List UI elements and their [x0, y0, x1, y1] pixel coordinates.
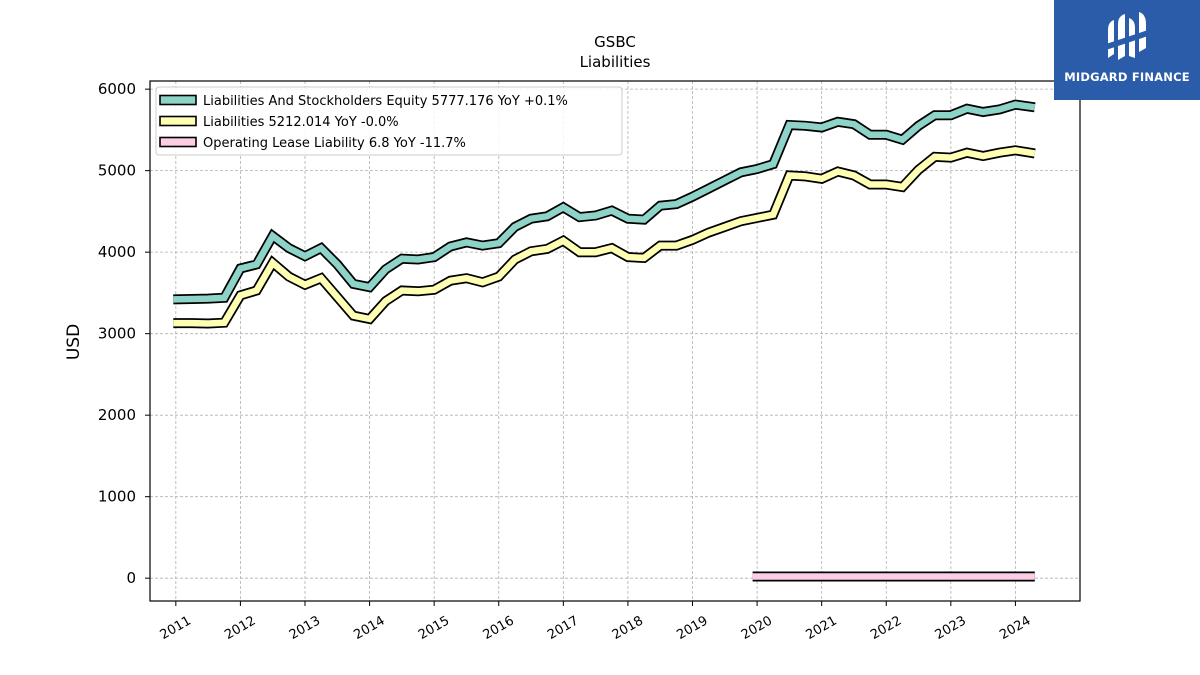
y-tick-label: 5000 [98, 162, 136, 180]
x-tick-label: 2023 [933, 613, 969, 643]
legend-entry: Operating Lease Liability 6.8 YoY -11.7% [203, 136, 466, 151]
y-tick-label: 2000 [98, 406, 136, 424]
series-line-outline [173, 145, 1036, 329]
legend-swatch [159, 136, 197, 148]
x-tick-label: 2022 [868, 613, 904, 643]
legend: Liabilities And Stockholders Equity 5777… [155, 86, 623, 156]
x-tick-label: 2020 [739, 613, 775, 643]
legend-swatch [159, 115, 197, 127]
series-line [173, 147, 1036, 327]
legend-entry: Liabilities 5212.014 YoY -0.0% [203, 115, 399, 130]
brand-logo: MIDGARD FINANCE [1054, 0, 1200, 100]
brand-name: MIDGARD FINANCE [1064, 70, 1190, 84]
chart-title: GSBC [594, 33, 636, 51]
x-tick-label: 2017 [545, 613, 581, 643]
chart-subtitle: Liabilities [580, 53, 651, 71]
x-tick-label: 2012 [222, 613, 258, 643]
y-tick-label: 1000 [98, 488, 136, 506]
x-tick-label: 2019 [674, 613, 710, 643]
y-tick-label: 0 [126, 569, 136, 587]
x-tick-label: 2021 [804, 613, 840, 643]
x-tick-label: 2015 [416, 613, 452, 643]
y-tick-label: 3000 [98, 325, 136, 343]
plot-frame [149, 80, 1081, 602]
brand-mark-icon [1106, 12, 1148, 60]
series-layer [173, 99, 1036, 582]
x-tick-label: 2018 [610, 613, 646, 643]
y-ticks: 0 1000 2000 3000 4000 5000 6000 [98, 80, 150, 587]
y-tick-label: 4000 [98, 243, 136, 261]
series-line [173, 101, 1036, 303]
series-1 [173, 99, 1036, 305]
x-tick-label: 2014 [351, 613, 387, 643]
y-tick-label: 6000 [98, 80, 136, 98]
y-axis-label: USD [64, 324, 84, 360]
x-tick-label: 2016 [481, 613, 517, 643]
x-ticks: 2011 2012 2013 2014 2015 2016 2017 2018 2019 2020… [158, 601, 1033, 643]
series-2 [173, 145, 1036, 329]
legend-entry: Liabilities And Stockholders Equity 5777… [203, 94, 568, 109]
legend-swatch [159, 94, 197, 106]
x-tick-label: 2024 [997, 613, 1033, 643]
x-tick-label: 2013 [287, 613, 323, 643]
legend-box [155, 86, 623, 156]
x-tick-label: 2011 [158, 613, 194, 643]
